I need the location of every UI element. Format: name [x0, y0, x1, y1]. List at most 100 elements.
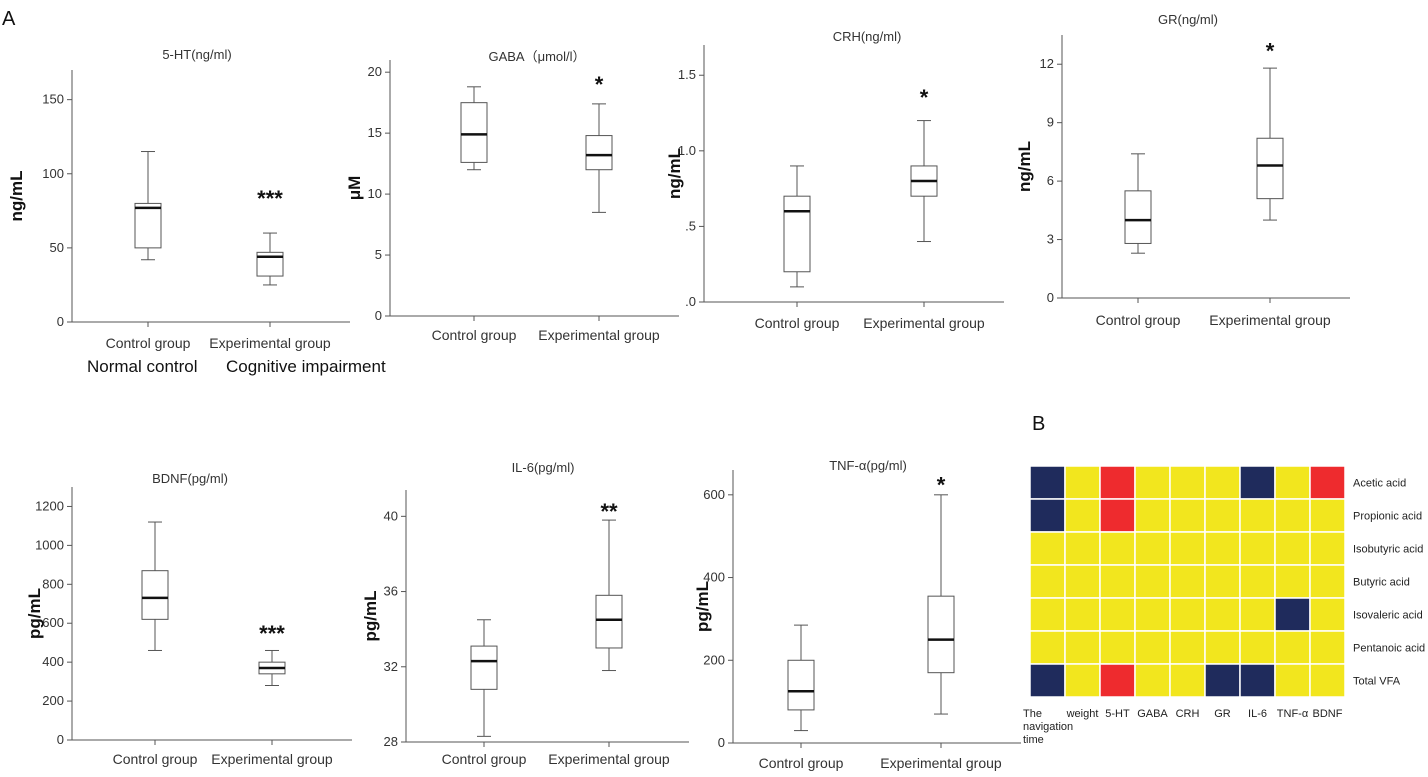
- significance-marker: *: [1266, 39, 1275, 64]
- significance-marker: *: [595, 72, 604, 97]
- heatmap-row-label: Pentanoic acid: [1353, 643, 1425, 655]
- box-1: [256, 232, 284, 286]
- heatmap-cell: [1099, 564, 1136, 599]
- chart-title: 5-HT(ng/ml): [162, 47, 231, 62]
- heatmap-cell: [1029, 564, 1066, 599]
- heatmap-cell: [1099, 531, 1136, 566]
- heatmap-col-label: CRH: [1176, 708, 1200, 720]
- y-tick-label: 400: [703, 570, 725, 585]
- heatmap-cell: [1064, 465, 1101, 500]
- iqr-box: [585, 135, 613, 171]
- heatmap-cell: [1274, 564, 1311, 599]
- heatmap-cell: [1064, 564, 1101, 599]
- heatmap-row-label: Butyric acid: [1353, 577, 1410, 589]
- y-axis-label: ng/mL: [7, 171, 26, 222]
- heatmap-cell: [1029, 498, 1066, 533]
- significance-marker: **: [600, 499, 618, 524]
- y-tick-label: 1000: [35, 537, 64, 552]
- y-tick-label: 36: [384, 584, 398, 599]
- box-0: [134, 151, 162, 261]
- x-category-label: Control group: [113, 751, 198, 767]
- y-tick-label: 200: [703, 652, 725, 667]
- heatmap-cell: [1099, 465, 1136, 500]
- chart-title: TNF-α(pg/ml): [829, 458, 907, 473]
- iqr-box: [927, 595, 955, 674]
- heatmap-cell: [1134, 663, 1171, 698]
- iqr-box: [783, 195, 811, 273]
- heatmap-row-label: Propionic acid: [1353, 511, 1422, 523]
- heatmap-cell: [1309, 498, 1346, 533]
- iqr-box: [787, 659, 815, 711]
- x-category-label: Control group: [432, 327, 517, 343]
- box-0: [460, 86, 488, 171]
- y-tick-label: 0: [718, 735, 725, 750]
- heatmap-cell: [1029, 465, 1066, 500]
- y-axis-label: pg/mL: [693, 581, 712, 632]
- heatmap-col-label: GR: [1214, 708, 1231, 720]
- heatmap-cell: [1309, 597, 1346, 632]
- heatmap-cell: [1134, 465, 1171, 500]
- y-tick-label: 15: [368, 125, 382, 140]
- heatmap-col-label: BDNF: [1313, 708, 1343, 720]
- heatmap-cell: [1134, 564, 1171, 599]
- y-tick-label: 0: [375, 308, 382, 323]
- heatmap-cell: [1169, 564, 1206, 599]
- chart-crh: .0 .5 1.0 1.5 CRH(ng/ml) ng/mL Control group Ex…: [665, 29, 1004, 331]
- heatmap-cell: [1029, 630, 1066, 665]
- heatmap-cell: [1204, 564, 1241, 599]
- heatmap-cell: [1029, 531, 1066, 566]
- heatmap-cell: [1274, 531, 1311, 566]
- y-tick-label: 0: [57, 732, 64, 747]
- chart-il6: 28 32 36 40 IL-6(pg/ml) pg/mL Control group Exp…: [361, 460, 689, 767]
- y-axis-label: ng/mL: [1015, 141, 1034, 192]
- iqr-box: [134, 202, 162, 249]
- box-0: [783, 165, 811, 288]
- box-0: [787, 624, 815, 732]
- heatmap-cell: [1239, 564, 1276, 599]
- y-axis-label: pg/mL: [361, 591, 380, 642]
- x-category-label: Experimental group: [863, 315, 985, 331]
- box-1: [927, 494, 955, 715]
- heatmap-cell: [1309, 564, 1346, 599]
- heatmap-cell: [1134, 630, 1171, 665]
- heatmap-cell: [1064, 531, 1101, 566]
- heatmap-cell: [1274, 498, 1311, 533]
- heatmap-cell: [1204, 465, 1241, 500]
- chart-title: BDNF(pg/ml): [152, 471, 228, 486]
- y-tick-label: .5: [685, 218, 696, 233]
- heatmap-col-label: weight: [1066, 708, 1099, 720]
- heatmap-cell: [1099, 498, 1136, 533]
- heatmap-cell: [1029, 663, 1066, 698]
- x-category-label: Experimental group: [1209, 312, 1331, 328]
- y-tick-label: 0: [57, 314, 64, 329]
- heatmap-cell: [1064, 663, 1101, 698]
- heatmap-row-label: Total VFA: [1353, 676, 1401, 688]
- heatmap-cell: [1169, 498, 1206, 533]
- heatmap-col-label: 5-HT: [1105, 708, 1130, 720]
- heatmap-cell: [1239, 597, 1276, 632]
- heatmap-cell: [1099, 597, 1136, 632]
- x-category-label: Control group: [442, 751, 527, 767]
- iqr-box: [141, 570, 169, 620]
- heatmap-col-label: GABA: [1137, 708, 1168, 720]
- heatmap-cell: [1169, 531, 1206, 566]
- y-tick-label: 20: [368, 64, 382, 79]
- chart-gr: 0 3 6 9 12 GR(ng/ml) ng/mL Control group Experim…: [1015, 12, 1350, 328]
- subtitle-normal-control: Normal control: [87, 357, 198, 376]
- heatmap-cell: [1239, 498, 1276, 533]
- y-tick-label: 100: [42, 166, 64, 181]
- y-tick-label: 9: [1047, 115, 1054, 130]
- y-axis-label: ng/mL: [665, 148, 684, 199]
- y-tick-label: 10: [368, 186, 382, 201]
- heatmap-cell: [1274, 465, 1311, 500]
- heatmap-row-label: Acetic acid: [1353, 478, 1406, 490]
- y-tick-label: 5: [375, 247, 382, 262]
- x-category-label: Experimental group: [538, 327, 660, 343]
- heatmap-cell: [1309, 531, 1346, 566]
- heatmap-cell: [1239, 630, 1276, 665]
- heatmap-cell: [1064, 630, 1101, 665]
- correlation-heatmap: Acetic acid Propionic acid Isobutyric acid…: [1023, 465, 1425, 746]
- y-tick-label: 6: [1047, 173, 1054, 188]
- chart-5ht: 0 50 100 150 5-HT(ng/ml) ng/mL Control group Ex…: [7, 47, 350, 351]
- y-tick-label: 12: [1040, 56, 1054, 71]
